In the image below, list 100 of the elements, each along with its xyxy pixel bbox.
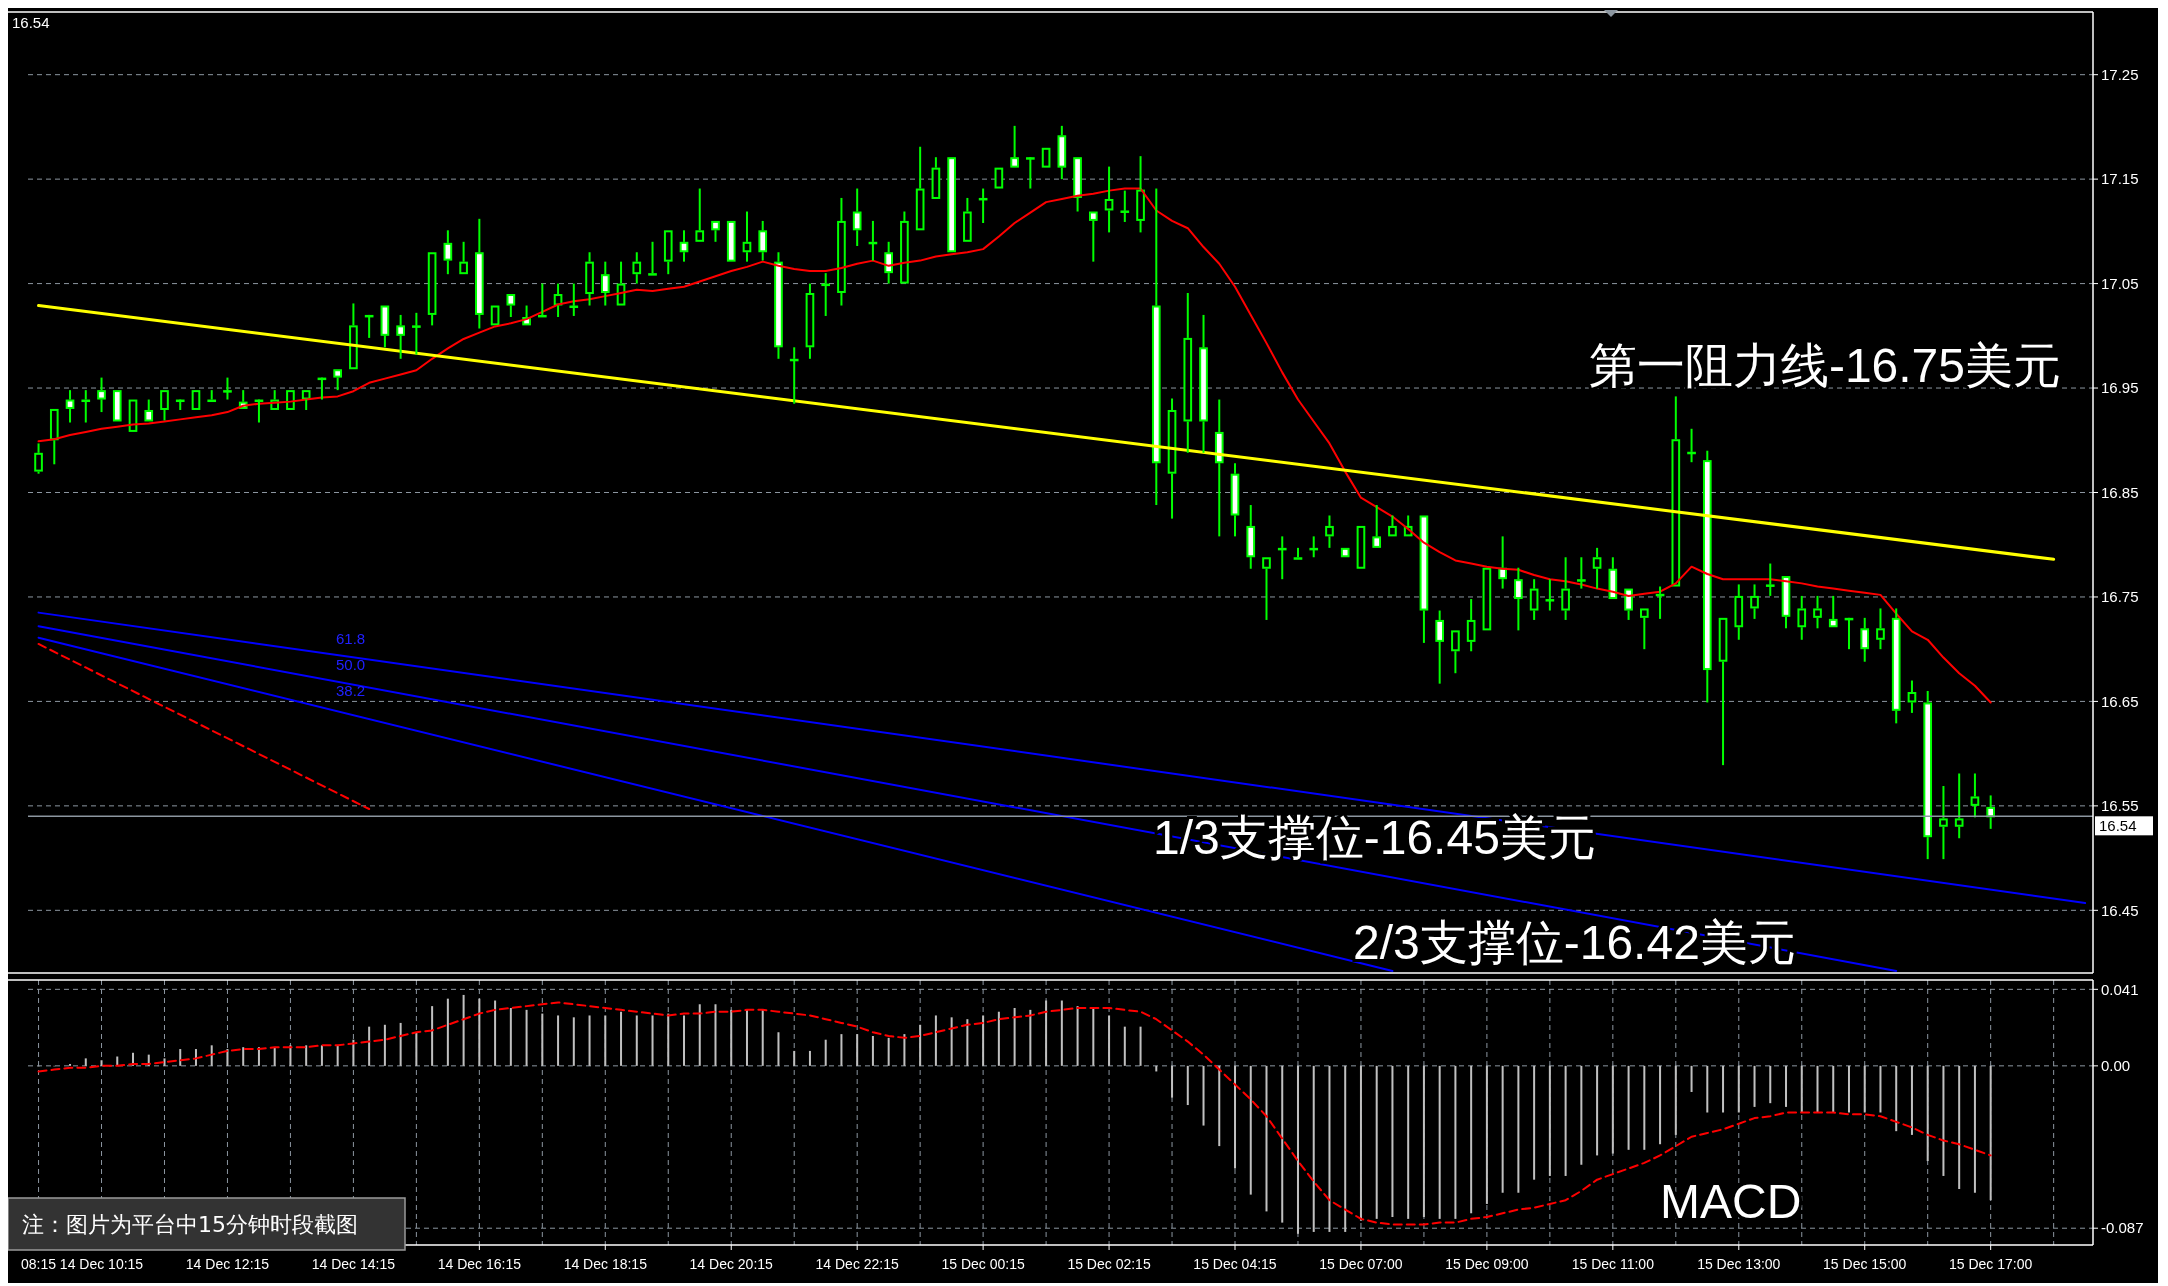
annotation: 注：图片为平台中15分钟时段截图 (22, 1212, 358, 1237)
candlestick (1151, 187, 1161, 507)
bar (1218, 1065, 1221, 1147)
bar (887, 1037, 890, 1066)
candlestick (1293, 546, 1303, 560)
bar (179, 1049, 182, 1066)
x-tick-label: 15 Dec 11:00 (1571, 1256, 1655, 1272)
candlestick (333, 369, 342, 392)
candlestick (1813, 594, 1822, 630)
candlestick (97, 376, 106, 414)
bar (604, 1015, 607, 1066)
bar (745, 1009, 748, 1066)
bar (1155, 1065, 1158, 1072)
bar (1470, 1065, 1473, 1214)
candlestick (1262, 557, 1271, 621)
candlestick (1104, 165, 1114, 234)
candlestick (1923, 689, 1933, 861)
candlestick (963, 196, 972, 242)
y-tick-label: 17.25 (2101, 65, 2139, 83)
candlestick (301, 390, 311, 411)
candlestick (994, 167, 1004, 189)
x-tick-label: 15 Dec 04:15 (1193, 1256, 1277, 1272)
x-tick-label: 14 Dec 18:15 (563, 1256, 648, 1272)
bar (714, 1004, 717, 1066)
candlestick (1356, 525, 1366, 569)
bar (1407, 1065, 1410, 1219)
candlestick (774, 251, 783, 360)
annotation: 50.0 (336, 656, 366, 673)
candlestick (1561, 556, 1570, 621)
candlestick (1718, 617, 1728, 767)
bar (1785, 1065, 1788, 1107)
candlestick (443, 229, 453, 276)
bar (1533, 1065, 1536, 1180)
bar (1674, 1065, 1677, 1135)
bar (509, 1007, 512, 1066)
bar (1596, 1065, 1599, 1156)
bar (1391, 1065, 1394, 1218)
bar (1611, 1065, 1614, 1154)
annotation: 16.54 (12, 14, 50, 31)
bar (1847, 1065, 1850, 1113)
candlestick (1797, 594, 1807, 641)
bar (320, 1045, 323, 1066)
candlestick (1640, 608, 1649, 651)
y-tick-label: 17.15 (2101, 170, 2139, 188)
y-tick-label: 16.75 (2101, 588, 2139, 606)
bar (1312, 1065, 1315, 1232)
bar (1045, 1000, 1048, 1066)
y-tick-label: 16.55 (2101, 797, 2139, 815)
candlestick (1907, 679, 1917, 714)
bar (1328, 1065, 1331, 1232)
candlestick (1451, 630, 1460, 675)
bar (1422, 1065, 1425, 1218)
bar (1344, 1065, 1347, 1232)
bar (462, 994, 465, 1066)
candlestick (852, 187, 862, 247)
bar (1564, 1065, 1567, 1176)
candlestick (711, 220, 720, 243)
bar (777, 1032, 780, 1066)
candlestick (1010, 124, 1019, 168)
bar (541, 1013, 544, 1066)
candlestick (1939, 785, 1948, 861)
bar (84, 1058, 87, 1066)
bar (1281, 1065, 1284, 1223)
candlestick (900, 210, 909, 284)
bar (1690, 1065, 1693, 1092)
bar (1926, 1065, 1929, 1162)
y-tick-label: 16.45 (2101, 901, 2139, 919)
bar (1501, 1065, 1504, 1193)
candlestick (144, 398, 154, 422)
x-tick-label: 15 Dec 15:00 (1823, 1256, 1907, 1272)
candlestick (396, 313, 405, 360)
candlestick (695, 187, 705, 242)
bar (431, 1006, 434, 1066)
candlestick (49, 408, 59, 466)
candlestick (1057, 124, 1067, 181)
candlestick (1482, 567, 1492, 631)
x-tick-label: 15 Dec 13:00 (1697, 1256, 1781, 1272)
bar (1485, 1065, 1488, 1204)
candlestick (380, 305, 390, 349)
candlestick (1954, 772, 1964, 840)
candlestick (758, 219, 768, 262)
bar (1076, 1006, 1079, 1066)
x-tick-label: 14 Dec 12:15 (185, 1256, 270, 1272)
annotation: MACD (1660, 1175, 1802, 1228)
candlestick (1136, 155, 1145, 234)
bar (1580, 1065, 1583, 1165)
bar (1123, 1026, 1126, 1066)
bar (525, 1009, 528, 1066)
candlestick (600, 260, 610, 307)
candlestick (160, 390, 169, 422)
bar (1910, 1065, 1913, 1135)
y-tick-label: 0.041 (2101, 980, 2139, 998)
candlestick (1545, 578, 1555, 612)
candlestick (1624, 588, 1633, 621)
candlestick (191, 390, 201, 410)
candlestick (459, 240, 468, 275)
candlestick (1041, 147, 1051, 168)
x-tick-label: 08:15 (21, 1256, 57, 1272)
bar (352, 1039, 355, 1066)
ref-line-label: 16.54 (2099, 817, 2137, 835)
